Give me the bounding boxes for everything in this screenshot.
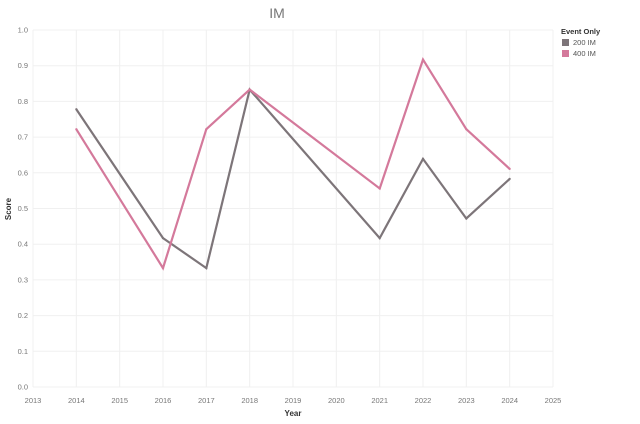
series-point bbox=[465, 128, 468, 131]
y-tick-label: 0.9 bbox=[18, 61, 28, 70]
x-tick-label: 2017 bbox=[198, 396, 215, 405]
x-tick-label: 2024 bbox=[501, 396, 518, 405]
series-point bbox=[205, 128, 208, 131]
legend: Event Only 200 IM 400 IM bbox=[561, 27, 601, 58]
legend-swatch bbox=[562, 50, 569, 57]
series-point bbox=[161, 237, 165, 240]
x-tick-label: 2021 bbox=[371, 396, 388, 405]
x-tick-label: 2015 bbox=[111, 396, 128, 405]
series-point bbox=[75, 128, 78, 131]
series-line-2 bbox=[75, 57, 511, 271]
x-tick-label: 2025 bbox=[545, 396, 562, 405]
x-tick-label: 2016 bbox=[155, 396, 172, 405]
x-tick-label: 2020 bbox=[328, 396, 345, 405]
chart-grid bbox=[32, 29, 554, 388]
y-tick-label: 0.0 bbox=[18, 383, 28, 392]
x-tick-label: 2014 bbox=[68, 396, 85, 405]
y-axis-title: Score bbox=[4, 197, 13, 220]
y-tick-label: 0.5 bbox=[18, 204, 28, 213]
x-tick-label: 2018 bbox=[241, 396, 258, 405]
x-axis-ticks: 2013 2014 2015 2016 2017 2018 2019 2020 2021 2022… bbox=[25, 396, 562, 405]
y-tick-label: 0.1 bbox=[18, 347, 28, 356]
series-point bbox=[421, 157, 425, 160]
y-tick-label: 0.4 bbox=[18, 240, 28, 249]
legend-label: 200 IM bbox=[573, 38, 596, 47]
x-tick-label: 2023 bbox=[458, 396, 475, 405]
series-point bbox=[161, 267, 165, 270]
chart-title: IM bbox=[269, 5, 285, 21]
x-tick-label: 2019 bbox=[285, 396, 302, 405]
x-axis-title: Year bbox=[285, 409, 302, 418]
y-tick-label: 1.0 bbox=[18, 26, 28, 35]
series-point bbox=[248, 88, 251, 91]
series-point bbox=[421, 58, 425, 61]
series-point bbox=[378, 187, 381, 190]
legend-title: Event Only bbox=[561, 27, 601, 36]
legend-label: 400 IM bbox=[573, 49, 596, 58]
y-axis-ticks: 0.0 0.1 0.2 0.3 0.4 0.5 0.6 0.7 0.8 0.9 1.0 bbox=[18, 26, 28, 392]
series-point bbox=[465, 217, 468, 220]
series-lines bbox=[75, 57, 511, 271]
legend-swatch bbox=[562, 39, 569, 46]
x-tick-label: 2013 bbox=[25, 396, 42, 405]
series-point bbox=[508, 177, 511, 180]
y-tick-label: 0.6 bbox=[18, 168, 28, 177]
y-tick-label: 0.2 bbox=[18, 311, 28, 320]
x-tick-label: 2022 bbox=[415, 396, 432, 405]
series-point bbox=[378, 237, 381, 240]
y-tick-label: 0.7 bbox=[18, 133, 28, 142]
series-point bbox=[508, 167, 511, 170]
series-point bbox=[75, 108, 78, 111]
y-tick-label: 0.3 bbox=[18, 275, 28, 284]
series-point bbox=[205, 267, 208, 270]
y-tick-label: 0.8 bbox=[18, 97, 28, 106]
